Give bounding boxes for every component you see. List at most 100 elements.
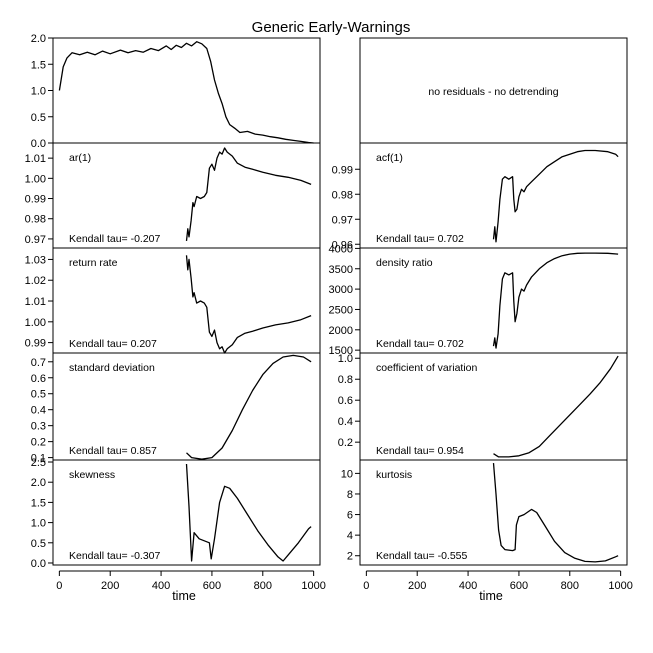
y-tick-label: 0.5 [31,112,46,124]
y-tick-label: 0.97 [332,214,353,226]
y-tick-label: 1.01 [25,153,46,165]
y-tick-label: 1.0 [338,353,353,365]
panel-label-cv: coefficient of variation [376,362,478,374]
y-tick-label: 1500 [329,345,353,357]
x-tick-label: 800 [561,580,579,592]
y-tick-label: 0.4 [338,416,353,428]
y-tick-label: 1.02 [25,275,46,287]
series-line-density_ratio [492,252,619,349]
series-line-return_rate [185,255,312,354]
y-tick-label: 3000 [329,284,353,296]
panel-ar1: 0.97 0.98 0.99 1.00 1.01 ar(1) Kendall tau= -0… [25,147,312,246]
y-tick-label: 1.0 [31,86,46,98]
y-tick-label: 2.0 [31,33,46,45]
panel-label-ar1: ar(1) [69,152,91,164]
x-tick-label: 1000 [301,580,325,592]
y-tick-label: 0.6 [31,373,46,385]
y-tick-label: 2.0 [31,477,46,489]
kendall-tau-kurtosis: Kendall tau= -0.555 [376,550,468,562]
panel-label-sd: standard deviation [69,362,155,374]
y-tick-label: 0.5 [31,538,46,550]
panel-skewness: 0.0 0.5 1.0 1.5 2.0 2.5 skewness Kendall tau= -… [31,457,312,570]
x-axis-label-left: time [172,589,196,603]
y-tick-label: 2 [347,551,353,563]
kendall-tau-return_rate: Kendall tau= 0.207 [69,338,157,350]
y-tick-label: 0.0 [31,138,46,150]
y-tick-label: 0.3 [31,421,46,433]
series-line-sd [186,354,312,460]
series-line-series [58,41,314,144]
x-tick-label: 0 [56,580,62,592]
kendall-tau-skewness: Kendall tau= -0.307 [69,550,161,562]
x-tick-label: 200 [408,580,426,592]
panel-sd: 0.1 0.2 0.3 0.4 0.5 0.6 0.7 standard deviation K… [31,354,312,465]
panel-acf1: 0.96 0.97 0.98 0.99 acf(1) Kendall tau= 0.702 [332,149,619,251]
y-tick-label: 4000 [329,243,353,255]
panel-label-return_rate: return rate [69,257,118,269]
y-tick-label: 0.98 [25,214,46,226]
series-line-skewness [185,463,312,562]
y-tick-label: 2000 [329,325,353,337]
x-axis-left: 0 200 400 600 800 1000 [56,570,326,592]
y-tick-label: 0.98 [332,189,353,201]
y-tick-label: 0.0 [31,558,46,570]
series-line-ar1 [185,147,312,241]
series-line-kurtosis [492,463,619,563]
no-residuals-note: no residuals - no detrending [428,86,558,98]
x-tick-label: 800 [254,580,272,592]
panel-label-skewness: skewness [69,469,115,481]
y-tick-label: 2500 [329,304,353,316]
x-tick-label: 1000 [608,580,632,592]
y-tick-label: 0.8 [338,374,353,386]
x-tick-label: 600 [203,580,221,592]
panel-kurtosis: 2 4 6 8 10 kurtosis Kendall tau= -0.555 [341,463,619,563]
y-tick-label: 1.03 [25,254,46,266]
x-axis-label-right: time [479,589,503,603]
y-tick-label: 1.00 [25,317,46,329]
panel-density_ratio: 1500 2000 2500 3000 3500 4000 density ratio Ken… [329,243,619,357]
y-tick-label: 0.1 [31,453,46,465]
y-tick-label: 1.5 [31,497,46,509]
y-tick-label: 6 [347,510,353,522]
panel-frame-left-4 [52,459,321,566]
y-tick-label: 0.2 [31,437,46,449]
y-tick-label: 4 [347,530,353,542]
panel-label-acf1: acf(1) [376,152,403,164]
y-tick-label: 0.6 [338,395,353,407]
panel-cv: 0.2 0.4 0.6 0.8 1.0 coefficient of variation K… [338,353,619,458]
y-tick-label: 0.97 [25,234,46,246]
kendall-tau-acf1: Kendall tau= 0.702 [376,233,464,245]
x-tick-label: 400 [459,580,477,592]
y-tick-label: 0.99 [25,338,46,350]
y-tick-label: 8 [347,489,353,501]
x-tick-label: 600 [510,580,528,592]
y-tick-label: 1.00 [25,173,46,185]
x-tick-label: 400 [152,580,170,592]
y-tick-label: 0.7 [31,357,46,369]
y-tick-label: 3500 [329,264,353,276]
y-tick-label: 0.2 [338,437,353,449]
y-tick-label: 0.4 [31,405,46,417]
kendall-tau-ar1: Kendall tau= -0.207 [69,233,161,245]
y-tick-label: 10 [341,468,353,480]
y-tick-label: 2.5 [31,457,46,469]
chart-title: Generic Early-Warnings [252,19,411,36]
panel-label-density_ratio: density ratio [376,257,433,269]
kendall-tau-cv: Kendall tau= 0.954 [376,445,464,457]
y-tick-label: 0.99 [332,164,353,176]
y-tick-label: 0.5 [31,389,46,401]
kendall-tau-sd: Kendall tau= 0.857 [69,445,157,457]
panel-frame-right-4 [359,459,628,566]
y-tick-label: 0.96 [332,239,353,251]
panel-label-kurtosis: kurtosis [376,469,412,481]
kendall-tau-density_ratio: Kendall tau= 0.702 [376,338,464,350]
x-tick-label: 0 [363,580,369,592]
series-line-acf1 [492,149,619,243]
series-line-cv [493,355,619,458]
y-tick-label: 1.01 [25,296,46,308]
y-tick-label: 1.5 [31,59,46,71]
y-tick-label: 0.99 [25,194,46,206]
x-tick-label: 200 [101,580,119,592]
